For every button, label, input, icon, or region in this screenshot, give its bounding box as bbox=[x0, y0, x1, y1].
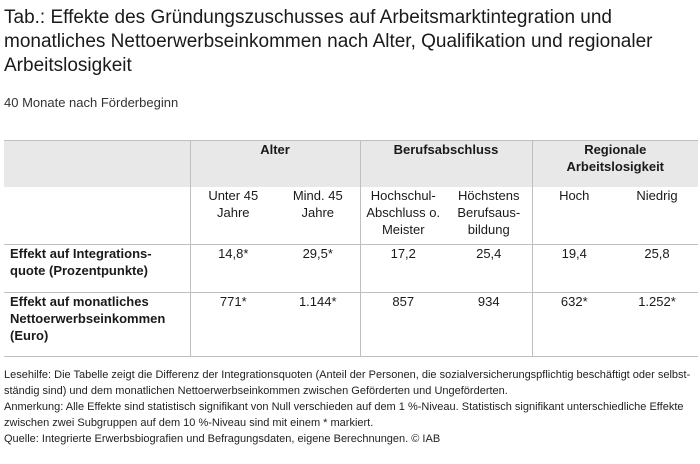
results-table: Alter Berufsabschluss Regionale Arbeitsl… bbox=[4, 140, 698, 357]
subheader-hoechstens: Höchstens Berufsaus-bildung bbox=[457, 187, 521, 237]
subheader-hoch: Hoch bbox=[531, 186, 616, 245]
cell-value: 29,5* bbox=[276, 244, 360, 293]
table-notes: Lesehilfe: Die Tabelle zeigt die Differe… bbox=[4, 367, 696, 447]
group-header-row: Alter Berufsabschluss Regionale Arbeitsl… bbox=[4, 140, 698, 187]
group-header-alter: Alter bbox=[189, 140, 360, 187]
cell-value: 934 bbox=[446, 292, 532, 357]
cell-value: 771* bbox=[189, 292, 276, 357]
group-header-regionale-arbeitslosigkeit: Regionale Arbeitslosigkeit bbox=[531, 140, 698, 187]
cell-value: 1.252* bbox=[616, 292, 698, 357]
cell-value: 14,8* bbox=[189, 244, 276, 293]
cell-value: 1.144* bbox=[276, 292, 360, 357]
cell-value: 25,8 bbox=[616, 244, 698, 293]
subheader-mind-45: Mind. 45 Jahre bbox=[292, 187, 343, 220]
table-row: Effekt auf monatliches Nettoerwerbseinko… bbox=[4, 292, 698, 357]
subheader-niedrig: Niedrig bbox=[636, 187, 678, 203]
subheader-unter-45: Unter 45 Jahre bbox=[189, 186, 276, 245]
cell-value: 25,4 bbox=[446, 244, 532, 293]
subheader-row: Unter 45 Jahre Mind. 45 Jahre Hochschul-… bbox=[4, 186, 698, 245]
header-corner-cell bbox=[4, 140, 190, 187]
table-subtitle: 40 Monate nach Förderbeginn bbox=[4, 95, 179, 110]
group-header-berufsabschluss: Berufsabschluss bbox=[359, 140, 532, 187]
note-lesehilfe: Lesehilfe: Die Tabelle zeigt die Differe… bbox=[4, 369, 691, 397]
group-header-regionale-label: Regionale Arbeitslosigkeit bbox=[566, 142, 665, 174]
table-row: Effekt auf Integrations-quote (Prozentpu… bbox=[4, 244, 698, 293]
subheader-empty-cell bbox=[4, 187, 190, 245]
cell-value: 857 bbox=[359, 292, 446, 357]
note-quelle: Quelle: Integrierte Erwerbsbiografien un… bbox=[4, 433, 441, 445]
row-label-integrationsquote: Effekt auf Integrations-quote (Prozentpu… bbox=[4, 244, 190, 293]
cell-value: 19,4 bbox=[531, 244, 616, 293]
cell-value: 17,2 bbox=[359, 244, 446, 293]
cell-value: 632* bbox=[531, 292, 616, 357]
note-anmerkung: Anmerkung: Alle Effekte sind statistisch… bbox=[4, 401, 684, 429]
table-title: Tab.: Effekte des Gründungszuschusses au… bbox=[4, 7, 653, 76]
subheader-hochschul: Hochschul-Abschluss o. Meister bbox=[359, 186, 446, 245]
row-label-nettoerwerbseinkommen: Effekt auf monatliches Nettoerwerbseinko… bbox=[4, 292, 190, 357]
